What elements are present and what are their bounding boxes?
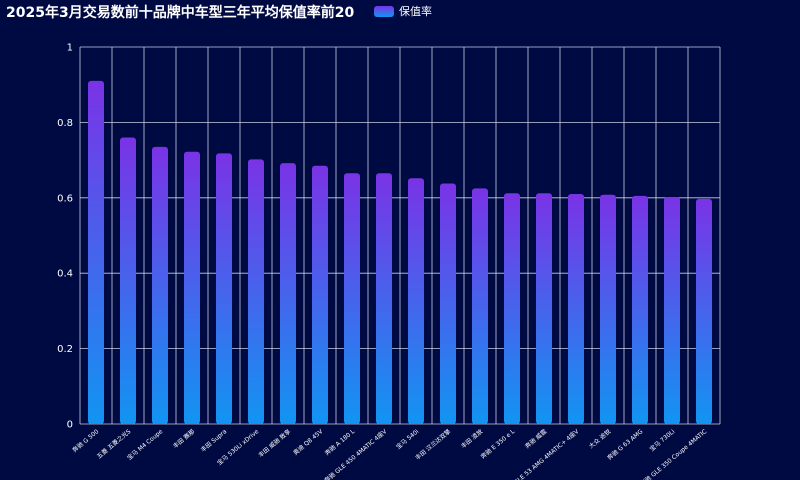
y-axis-ticks: 0 0.2 0.4 0.6 0.8 1 bbox=[57, 43, 73, 431]
x-tick-label: 奔驰 威霆 bbox=[523, 427, 548, 450]
bar[interactable] bbox=[632, 195, 648, 424]
y-tick-label: 1 bbox=[67, 43, 73, 54]
bar[interactable] bbox=[440, 183, 456, 424]
x-tick-label: 奔驰 E 350 e L bbox=[479, 427, 517, 460]
legend-label: 保值率 bbox=[399, 5, 432, 18]
x-tick-label: 奔驰 G 500 bbox=[71, 427, 101, 454]
y-tick-label: 0.4 bbox=[57, 269, 73, 280]
y-tick-label: 0.8 bbox=[57, 118, 73, 129]
x-tick-label: 丰田 Supra bbox=[199, 427, 228, 454]
chart-legend[interactable]: 保值率 bbox=[374, 3, 432, 19]
bar[interactable] bbox=[280, 163, 296, 424]
bar[interactable] bbox=[152, 146, 168, 424]
x-tick-label: 奔驰 A 180 L bbox=[323, 427, 357, 457]
y-tick-label: 0.2 bbox=[57, 344, 73, 355]
bar[interactable] bbox=[88, 80, 104, 425]
chart-title: 2025年3月交易数前十品牌中车型三年平均保值率前20 bbox=[6, 5, 355, 21]
bar[interactable] bbox=[216, 153, 232, 424]
x-tick-label: 大众 途锐 bbox=[587, 427, 612, 450]
bar[interactable] bbox=[472, 188, 488, 424]
bar[interactable] bbox=[184, 151, 200, 424]
bar[interactable] bbox=[536, 193, 552, 424]
bar[interactable] bbox=[120, 137, 136, 425]
bar[interactable] bbox=[376, 173, 392, 424]
bar[interactable] bbox=[344, 173, 360, 424]
bar[interactable] bbox=[600, 194, 616, 424]
bar[interactable] bbox=[696, 198, 712, 424]
x-tick-label: 丰田 赛那 bbox=[171, 427, 196, 450]
bar[interactable] bbox=[504, 193, 520, 424]
bar[interactable] bbox=[408, 178, 424, 424]
bar[interactable] bbox=[568, 194, 584, 424]
bar[interactable] bbox=[248, 159, 264, 424]
bar[interactable] bbox=[312, 165, 328, 424]
x-tick-label: 丰田 凌放 bbox=[459, 427, 484, 450]
x-tick-label: 奥迪 Q8 45V bbox=[291, 427, 324, 457]
bar[interactable] bbox=[664, 197, 680, 424]
x-tick-label: 奔驰 G 63 AMG bbox=[605, 427, 644, 462]
bars bbox=[88, 80, 712, 425]
legend-swatch bbox=[374, 5, 394, 17]
grid-lines bbox=[79, 46, 721, 425]
x-tick-label: 宝马 540i bbox=[394, 427, 420, 451]
x-tick-label: 丰田 威驰 致享 bbox=[257, 427, 293, 459]
y-tick-label: 0.6 bbox=[57, 193, 73, 204]
x-tick-label: 宝马 730Li bbox=[648, 427, 677, 453]
y-tick-label: 0 bbox=[67, 420, 73, 431]
